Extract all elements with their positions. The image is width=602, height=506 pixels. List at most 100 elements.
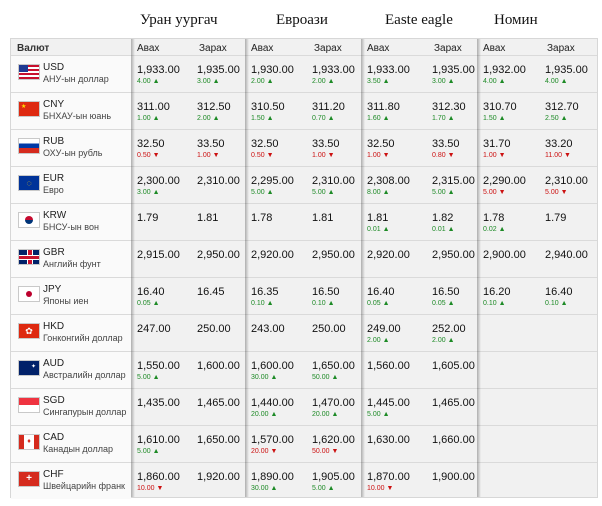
buy-rate: 1,630.00 (367, 434, 410, 446)
arrow-up-icon: ▲ (212, 115, 220, 122)
sell-change: 2.50 ▲ (545, 115, 568, 122)
currency-name: Гонконгийн доллар (43, 333, 123, 343)
buy-change: 5.00 ▲ (137, 374, 160, 381)
arrow-up-icon: ▲ (447, 300, 455, 307)
sell-change: 0.70 ▲ (312, 115, 335, 122)
currency-code: CNY (43, 99, 65, 110)
sell-rate: 2,315.00 (432, 175, 475, 187)
arrow-down-icon: ▼ (327, 152, 335, 159)
buy-rate: 2,915.00 (137, 249, 180, 261)
sell-rate: 1,900.00 (432, 471, 475, 483)
buy-column-header: Авах (251, 43, 274, 54)
buy-cell: 16.40 0.05 ▲ (361, 278, 426, 314)
buy-rate: 2,308.00 (367, 175, 410, 187)
buy-cell: 310.50 1.50 ▲ (245, 93, 306, 129)
sell-cell (539, 463, 597, 499)
currency-code: CHF (43, 469, 64, 480)
buy-change: 1.00 ▲ (137, 115, 160, 122)
sell-change: 50.00 ▲ (312, 374, 339, 381)
arrow-up-icon: ▲ (382, 411, 390, 418)
buy-rate: 31.70 (483, 138, 511, 150)
sell-rate: 16.40 (545, 286, 573, 298)
buy-change: 8.00 ▲ (367, 189, 390, 196)
table-row: KRW БНСУ-ын вон 1.79 1.81 1.78 1.81 1.81 0.01 ▲… (11, 203, 597, 240)
arrow-up-icon: ▲ (270, 411, 278, 418)
table-row: ★ CNY БНХАУ-ын юань 311.00 1.00 ▲ 312.50 2.00 … (11, 92, 597, 129)
buy-rate: 1.78 (483, 212, 505, 224)
sell-column-header: Зарах (199, 43, 227, 54)
arrow-up-icon: ▲ (327, 189, 335, 196)
sell-cell: 2,310.00 5.00 ▲ (306, 167, 361, 203)
buy-change: 1.60 ▲ (367, 115, 390, 122)
sell-cell: 1,650.00 50.00 ▲ (306, 352, 361, 388)
sell-rate: 2,950.00 (312, 249, 355, 261)
buy-rate: 1.79 (137, 212, 159, 224)
buy-rate: 2,290.00 (483, 175, 526, 187)
sell-cell: 1,650.00 (191, 426, 245, 462)
buy-cell: 2,308.00 8.00 ▲ (361, 167, 426, 203)
sell-cell: 2,310.00 (191, 167, 245, 203)
currency-cell: + CHF Швейцарийн франк (11, 463, 131, 499)
sell-change: 0.80 ▼ (432, 152, 455, 159)
currency-code: RUB (43, 136, 65, 147)
sell-rate: 1.81 (197, 212, 219, 224)
arrow-down-icon: ▼ (152, 152, 160, 159)
sell-change: 50.00 ▼ (312, 448, 339, 455)
arrow-up-icon: ▲ (447, 189, 455, 196)
buy-rate: 1,933.00 (367, 64, 410, 76)
table-row: RUB ОХУ-ын рубль 32.50 0.50 ▼ 33.50 1.00 ▼ 32.… (11, 129, 597, 166)
buy-cell: 16.20 0.10 ▲ (477, 278, 539, 314)
au-flag: ✦ (18, 360, 40, 376)
buy-cell: 1,870.00 10.00 ▼ (361, 463, 426, 499)
arrow-down-icon: ▼ (498, 152, 506, 159)
buy-cell: 2,300.00 3.00 ▲ (131, 167, 191, 203)
sell-rate: 2,310.00 (545, 175, 588, 187)
arrow-up-icon: ▲ (560, 115, 568, 122)
sell-rate: 1,935.00 (545, 64, 588, 76)
currency-code: USD (43, 62, 65, 73)
ch-flag: + (18, 471, 40, 487)
buy-rate: 1,445.00 (367, 397, 410, 409)
arrow-up-icon: ▲ (152, 78, 160, 85)
sell-change: 0.01 ▲ (432, 226, 455, 233)
sell-cell: 1,600.00 (191, 352, 245, 388)
sell-change: 0.05 ▲ (432, 300, 455, 307)
buy-cell: 2,290.00 5.00 ▼ (477, 167, 539, 203)
buy-change: 1.00 ▼ (483, 152, 506, 159)
buy-rate: 1,440.00 (251, 397, 294, 409)
arrow-up-icon: ▲ (152, 189, 160, 196)
sell-cell: 312.70 2.50 ▲ (539, 93, 597, 129)
buy-rate: 1,600.00 (251, 360, 294, 372)
buy-rate: 1,550.00 (137, 360, 180, 372)
sell-rate: 33.50 (312, 138, 340, 150)
buy-column-header: Авах (137, 43, 160, 54)
sell-rate: 311.20 (312, 101, 345, 113)
currency-name: Австралийн доллар (43, 370, 126, 380)
buy-change: 0.10 ▲ (483, 300, 506, 307)
buy-rate: 1,890.00 (251, 471, 294, 483)
buy-rate: 249.00 (367, 323, 401, 335)
buy-cell: 1.81 0.01 ▲ (361, 204, 426, 240)
sell-rate: 1.82 (432, 212, 454, 224)
buy-cell: 31.70 1.00 ▼ (477, 130, 539, 166)
arrow-down-icon: ▼ (386, 485, 394, 492)
sell-cell (539, 389, 597, 425)
buy-cell (477, 352, 539, 388)
currency-cell: RUB ОХУ-ын рубль (11, 130, 131, 166)
buy-change: 2.00 ▲ (251, 78, 274, 85)
buy-change: 5.00 ▼ (483, 189, 506, 196)
buy-rate: 1,933.00 (137, 64, 180, 76)
currency-name: Английн фунт (43, 259, 101, 269)
buy-change: 20.00 ▲ (251, 411, 278, 418)
arrow-up-icon: ▲ (152, 300, 160, 307)
kr-flag (18, 212, 40, 228)
buy-change: 1.50 ▲ (251, 115, 274, 122)
sell-cell: 2,950.00 (191, 241, 245, 277)
sell-change: 5.00 ▲ (312, 485, 335, 492)
column-divider (131, 39, 135, 497)
arrow-up-icon: ▲ (266, 78, 274, 85)
currency-code: SGD (43, 395, 65, 406)
currency-cell: ✦ AUD Австралийн доллар (11, 352, 131, 388)
currency-name: Евро (43, 185, 64, 195)
sell-rate: 1,465.00 (432, 397, 475, 409)
